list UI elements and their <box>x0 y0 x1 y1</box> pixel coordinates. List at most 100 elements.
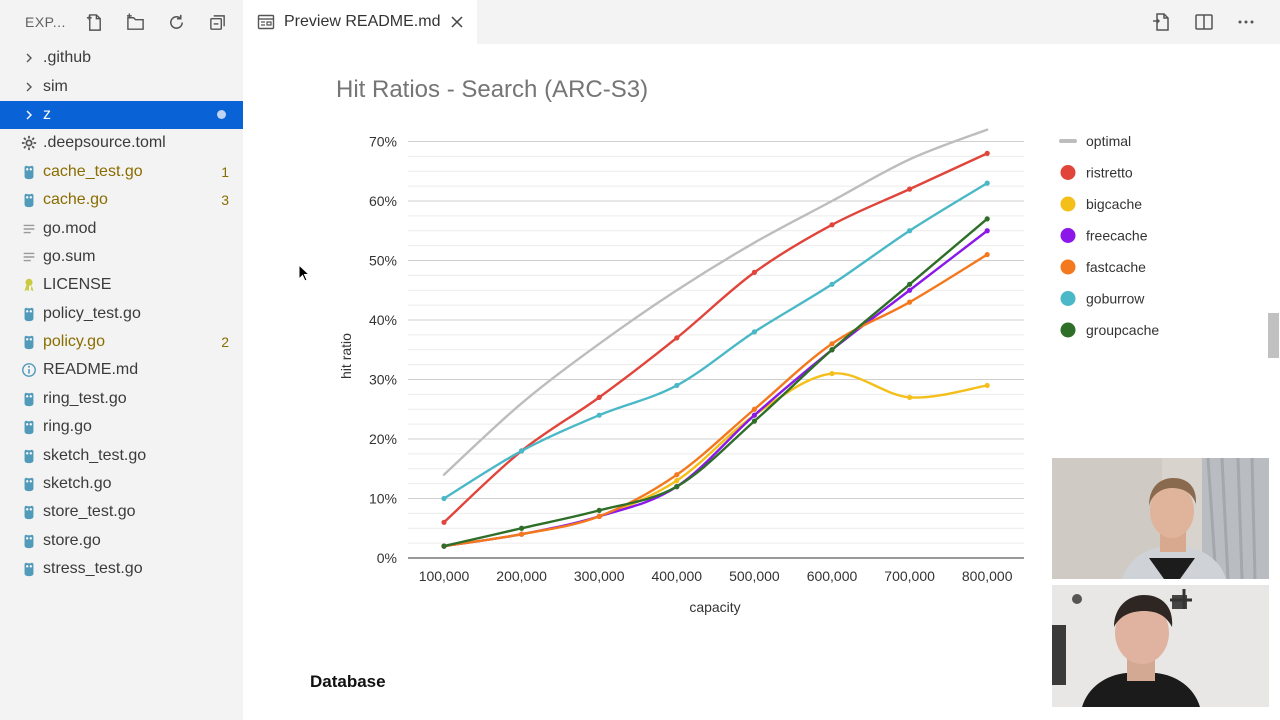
scrollbar-thumb[interactable] <box>1268 313 1279 358</box>
data-point-groupcache <box>829 347 835 353</box>
data-point-goburrow <box>674 382 680 389</box>
file-name: sketch.go <box>43 475 112 493</box>
file-name: z <box>43 105 51 123</box>
data-point-fastcache <box>519 531 525 537</box>
data-point-groupcache <box>519 525 525 531</box>
folder-item[interactable]: sim <box>0 72 243 100</box>
data-point-ristretto <box>984 150 990 156</box>
close-icon[interactable] <box>450 15 464 29</box>
legend-swatch <box>1060 196 1076 212</box>
legend-swatch <box>1060 291 1076 306</box>
chevron-right-icon <box>20 52 38 64</box>
folder-item[interactable]: .github <box>0 44 243 72</box>
file-item[interactable]: go.mod <box>0 214 243 242</box>
file-item[interactable]: ring.go <box>0 413 243 441</box>
file-item[interactable]: ring_test.go <box>0 385 243 413</box>
data-point-groupcache <box>674 484 680 490</box>
file-item[interactable]: store_test.go <box>0 498 243 526</box>
x-tick-label: 400,000 <box>651 568 702 584</box>
mouse-cursor-icon <box>298 264 310 282</box>
file-name: go.sum <box>43 247 96 265</box>
data-point-fastcache <box>984 251 990 258</box>
file-item[interactable]: stress_test.go <box>0 555 243 583</box>
data-point-goburrow <box>596 412 602 418</box>
explorer-sidebar: EXP... .github sim z .deepsource.toml cache_… <box>0 0 243 720</box>
data-point-fastcache <box>596 513 602 519</box>
data-point-goburrow <box>829 281 835 287</box>
file-name: store_test.go <box>43 503 136 521</box>
file-item[interactable]: sketch_test.go <box>0 441 243 469</box>
legend-label: bigcache <box>1086 196 1142 212</box>
data-point-ristretto <box>907 186 913 192</box>
file-item[interactable]: policy_test.go <box>0 300 243 328</box>
y-axis-label: hit ratio <box>338 333 354 379</box>
explorer-actions <box>85 12 227 32</box>
explorer-title: EXP... <box>25 14 66 30</box>
new-file-icon <box>86 13 101 31</box>
problem-count-badge: 2 <box>221 334 229 351</box>
editor-actions <box>1152 12 1256 32</box>
tab-preview-readme[interactable]: Preview README.md <box>243 0 477 44</box>
y-tick-label: 70% <box>369 134 397 150</box>
webcam-tile-1 <box>1052 458 1269 579</box>
split-editor-button[interactable] <box>1194 12 1214 32</box>
y-tick-label: 40% <box>369 312 397 328</box>
chevron-right-icon <box>20 109 38 121</box>
file-item[interactable]: policy.go 2 <box>0 328 243 356</box>
file-name: cache_test.go <box>43 162 143 180</box>
data-point-groupcache <box>596 507 602 513</box>
data-point-bigcache <box>907 394 913 400</box>
go-file-icon <box>20 475 38 493</box>
more-actions-button[interactable] <box>1236 12 1256 32</box>
data-point-bigcache <box>829 370 835 377</box>
folder-item[interactable]: z <box>0 100 243 130</box>
gear-icon <box>20 134 38 152</box>
open-source-button[interactable] <box>1152 12 1172 32</box>
legend-swatch <box>1060 322 1076 338</box>
y-tick-label: 0% <box>377 550 397 566</box>
legend-label: optimal <box>1086 133 1131 149</box>
data-point-fastcache <box>829 341 835 347</box>
file-name: sim <box>43 77 68 95</box>
y-tick-label: 50% <box>369 253 397 269</box>
x-tick-label: 200,000 <box>496 568 547 584</box>
file-item[interactable]: README.md <box>0 356 243 384</box>
data-point-fastcache <box>674 472 680 478</box>
file-item[interactable]: go.sum <box>0 243 243 271</box>
new-folder-button[interactable] <box>126 12 145 32</box>
data-point-freecache <box>751 412 758 418</box>
file-item[interactable]: LICENSE <box>0 271 243 299</box>
file-item[interactable]: cache_test.go 1 <box>0 158 243 186</box>
series-line-goburrow <box>442 181 989 500</box>
data-point-groupcache <box>751 418 758 424</box>
go-file-icon <box>20 447 38 465</box>
collapse-all-button[interactable] <box>208 13 227 32</box>
x-axis-label: capacity <box>689 599 740 615</box>
new-file-button[interactable] <box>85 13 104 32</box>
text-file-icon <box>20 248 38 266</box>
go-file-icon <box>20 532 38 550</box>
tab-label: Preview README.md <box>284 13 441 30</box>
refresh-icon <box>170 14 183 29</box>
file-item[interactable]: sketch.go <box>0 470 243 498</box>
file-item[interactable]: cache.go 3 <box>0 186 243 214</box>
data-point-goburrow <box>441 495 447 502</box>
series-line-groupcache <box>442 217 989 548</box>
file-name: .github <box>43 49 92 67</box>
info-icon <box>20 361 38 379</box>
x-tick-label: 500,000 <box>729 568 780 584</box>
data-point-ristretto <box>674 335 680 341</box>
file-tree: .github sim z .deepsource.toml cache_test.go… <box>0 44 243 583</box>
y-tick-label: 30% <box>369 372 397 388</box>
collapse-all-icon <box>210 14 225 30</box>
series-line-optimal <box>442 128 989 476</box>
file-name: policy_test.go <box>43 304 141 322</box>
file-item[interactable]: store.go <box>0 527 243 555</box>
refresh-button[interactable] <box>167 13 186 32</box>
go-file-icon <box>20 390 38 408</box>
data-point-goburrow <box>751 329 758 335</box>
editor-tab-bar: Preview README.md <box>243 0 1280 44</box>
file-name: cache.go <box>43 191 108 209</box>
file-item[interactable]: .deepsource.toml <box>0 129 243 157</box>
modified-dot <box>217 110 226 120</box>
